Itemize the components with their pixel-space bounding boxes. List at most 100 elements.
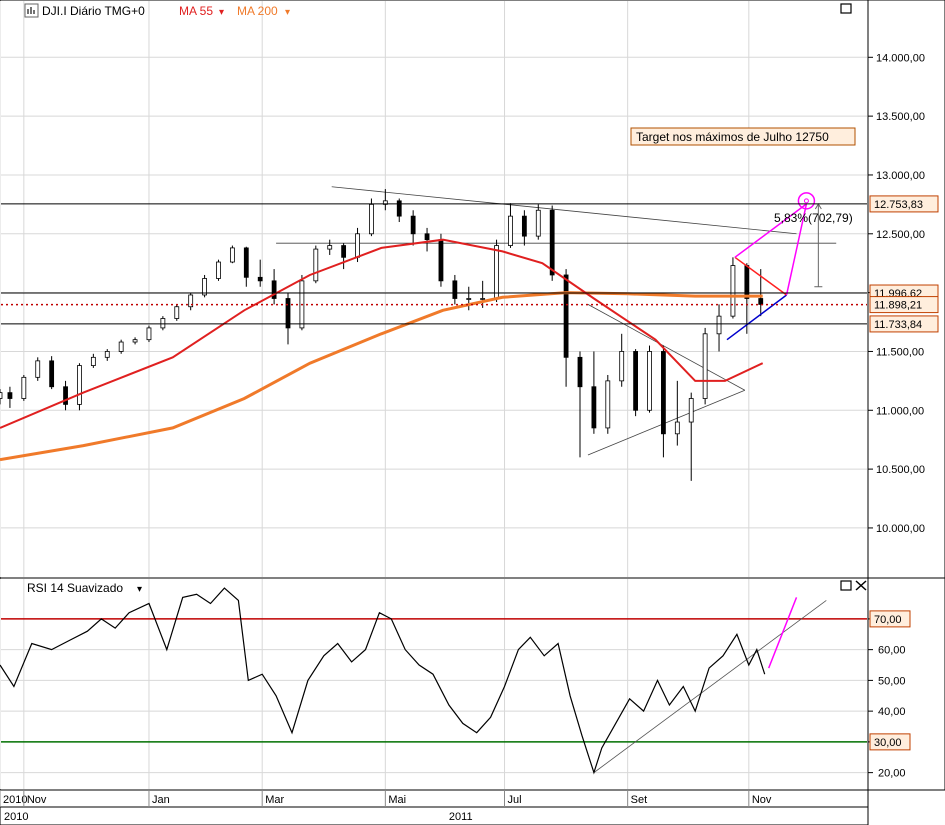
ma200-legend[interactable]: MA 200 [237, 4, 278, 18]
maximize-icon[interactable] [840, 3, 852, 14]
price-axis-tick-label: 11.500,00 [876, 346, 924, 358]
candle-body [661, 351, 666, 435]
candle-body [549, 209, 555, 276]
price-candle [299, 274, 305, 331]
candle-body [7, 392, 13, 399]
price-candle [90, 353, 96, 368]
symbol-label[interactable]: DJI.I Diário TMG+0 [42, 4, 145, 18]
candle-body [521, 215, 527, 237]
triangle-down-leg [734, 256, 788, 296]
rsi-level-tag [869, 610, 911, 628]
rsi-maximize-icon[interactable] [840, 580, 852, 591]
target-circle [797, 192, 816, 210]
price-panel[interactable] [0, 0, 869, 579]
price-candle [174, 304, 180, 321]
candle-body [188, 294, 194, 308]
price-candle [63, 380, 68, 411]
candle-body [118, 341, 124, 352]
rsi-panel[interactable] [0, 577, 869, 791]
rsi-label[interactable]: RSI 14 Suavizado [27, 581, 123, 595]
price-candle [188, 292, 194, 311]
candle-body [633, 351, 639, 411]
candle-body [716, 315, 722, 335]
price-axis-labels: 10.000,0010.500,0011.000,0011.500,0012.0… [868, 52, 925, 535]
price-candle [229, 245, 235, 264]
distance-annotation: 5,83%(702,79) [774, 211, 853, 225]
price-candle [396, 198, 402, 223]
price-candle [688, 392, 694, 481]
price-tag-label: 11.733,84 [874, 319, 922, 331]
candle-body [77, 365, 82, 405]
rsi-level-label: 70,00 [874, 614, 902, 626]
price-tag-box [869, 315, 939, 333]
candle-body [285, 298, 291, 329]
candle-body [508, 215, 513, 246]
price-axis-tick-label: 11.000,00 [876, 405, 924, 417]
time-tick-label: Set [631, 794, 648, 806]
price-axis-tick-label: 13.000,00 [876, 170, 925, 182]
time-tick-label: Jan [152, 794, 170, 806]
candle-body [49, 360, 55, 388]
price-axis-tick-label: 10.000,00 [876, 523, 925, 535]
ma200-dropdown-icon[interactable]: ▾ [285, 7, 290, 18]
ma55-legend[interactable]: MA 55 [179, 4, 213, 18]
price-candle [243, 246, 249, 287]
candle-body [21, 376, 27, 399]
rsi-marks [0, 587, 867, 775]
candle-body [90, 356, 96, 366]
price-candle [146, 325, 152, 343]
price-marks [0, 186, 867, 481]
candle-body [730, 265, 736, 317]
candle-body [369, 203, 374, 235]
ma55-dropdown-icon[interactable]: ▾ [219, 7, 224, 18]
rsi-projection-line [767, 597, 798, 669]
price-candle [118, 339, 124, 354]
close-icon[interactable] [855, 580, 867, 591]
candle-body [104, 351, 110, 358]
price-candle [410, 210, 416, 246]
wedge-lower-line [587, 389, 746, 456]
price-candle [605, 374, 611, 434]
price-candle [480, 280, 486, 308]
wedge-upper-line [587, 304, 746, 391]
candle-body [758, 298, 764, 305]
price-candle [647, 345, 652, 413]
candle-body [466, 298, 472, 300]
rsi-level-label: 30,00 [874, 737, 902, 749]
candle-body [535, 209, 541, 237]
rsi-axis-tick-label: 40,00 [878, 706, 906, 718]
price-tag-box [869, 195, 939, 213]
price-candle [327, 239, 333, 255]
rsi-dropdown-icon[interactable]: ▾ [137, 584, 142, 595]
time-tick-label: Nov [27, 794, 47, 806]
price-axis-tick-label: 12.500,00 [876, 229, 925, 241]
candle-body [480, 298, 486, 300]
price-candle [452, 274, 458, 305]
price-candle [438, 233, 444, 287]
ma55-line [0, 238, 764, 429]
candle-body [202, 278, 207, 296]
price-candle [466, 286, 472, 311]
rsi-axis-tick-label: 50,00 [878, 675, 906, 687]
price-candle [216, 259, 221, 281]
price-candle [35, 357, 41, 381]
time-tick-label: Jul [508, 794, 522, 806]
price-candle [716, 304, 722, 352]
rsi-line [0, 587, 766, 775]
target-annotation: Target nos máximos de Julho 12750 [636, 130, 829, 144]
candle-body [63, 386, 68, 405]
ma200-line [0, 291, 763, 462]
candle-body [674, 421, 680, 435]
price-candle [619, 333, 625, 387]
time-tick-label: Mar [265, 794, 284, 806]
candle-body [438, 239, 444, 282]
price-candle [202, 274, 207, 298]
candle-body [160, 318, 166, 329]
year-label: 2010 [4, 811, 28, 823]
price-candle [271, 269, 277, 305]
price-candle [549, 205, 555, 281]
candle-body [341, 245, 347, 258]
candle-body [688, 398, 694, 423]
